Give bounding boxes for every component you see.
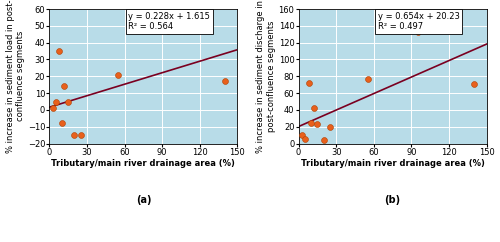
Point (52, 99, 60, 103)
Point (164, 29, 172, 33)
Point (414, 30, 422, 34)
Point (298, 133, 306, 137)
Point (470, 82, 478, 86)
Point (221, 79, 229, 83)
Point (76, 133, 84, 137)
Point (304, 81, 312, 85)
Point (326, 125, 334, 129)
Text: (b): (b) (384, 195, 400, 205)
Text: y = 0.654x + 20.23
R² = 0.497: y = 0.654x + 20.23 R² = 0.497 (378, 12, 460, 31)
Point (320, 138, 328, 142)
Point (364, 77, 372, 81)
X-axis label: Tributary/main river drainage area (%): Tributary/main river drainage area (%) (52, 159, 236, 168)
Point (301, 137, 309, 141)
Point (64, 99, 72, 103)
Point (310, 106, 318, 110)
Point (114, 73, 122, 76)
Point (58, 121, 66, 125)
X-axis label: Tributary/main river drainage area (%): Tributary/main river drainage area (%) (300, 159, 484, 168)
Text: y = 0.228x + 1.615
R² = 0.564: y = 0.228x + 1.615 R² = 0.564 (128, 12, 210, 31)
Point (314, 122, 322, 126)
Point (60, 84, 68, 88)
Y-axis label: % increase in sediment load in post-
confluence segments: % increase in sediment load in post- con… (6, 0, 25, 153)
Point (307, 121, 315, 124)
Point (56, 49, 64, 53)
Point (70, 133, 78, 137)
Text: (a): (a) (136, 195, 151, 205)
Y-axis label: % increase in sediment discharge in
post-confluence segments: % increase in sediment discharge in post… (256, 0, 276, 153)
Point (49, 106, 57, 110)
